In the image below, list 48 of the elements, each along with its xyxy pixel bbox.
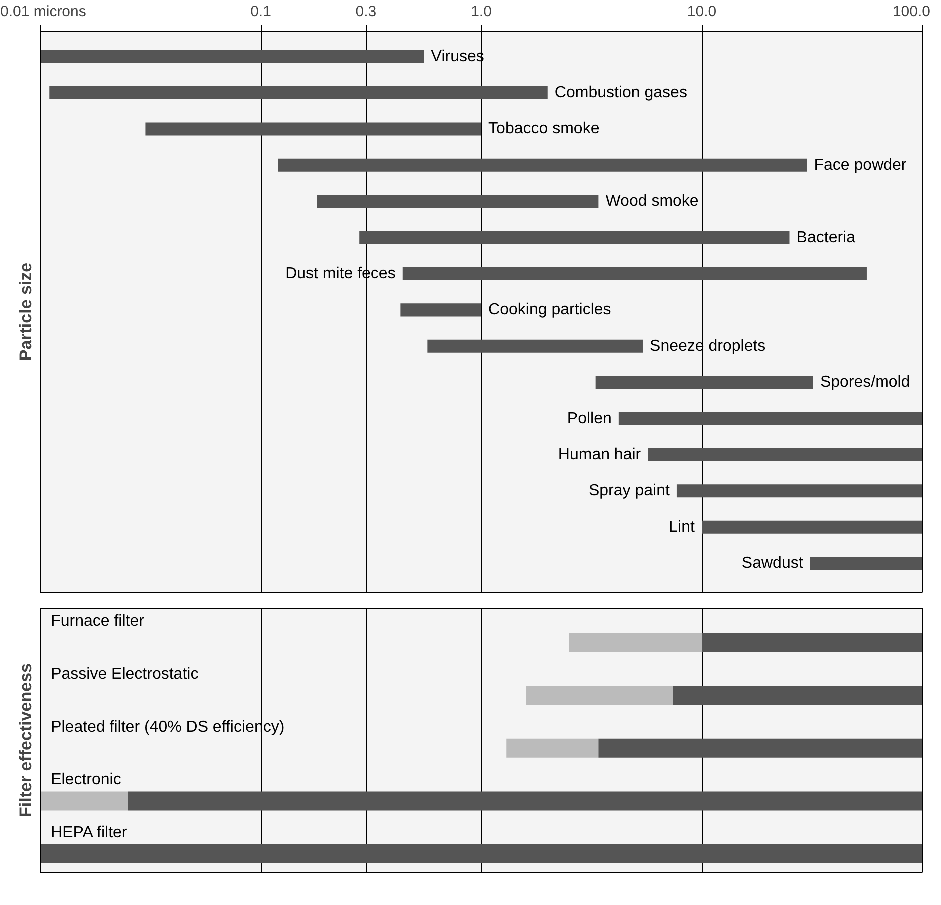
bar [428, 340, 643, 353]
bar [50, 86, 548, 100]
x-tick-label: 0.01 microns [0, 4, 86, 20]
bar [40, 844, 922, 864]
category-label: Electronic [51, 772, 122, 789]
bar [673, 686, 922, 706]
y-tick-label: Tobacco smoke [488, 120, 600, 138]
bar [360, 231, 790, 244]
x-tick-label: 0.1 [250, 4, 272, 20]
bar [676, 484, 922, 498]
y-axis-title: Particle size [16, 262, 36, 362]
y-axis-title: Filter effectiveness [16, 663, 36, 818]
bar [526, 686, 674, 706]
bar [402, 267, 867, 281]
bar [596, 376, 814, 390]
y-tick-label: Face powder [814, 156, 908, 174]
y-tick-label: Spores/mold [820, 374, 910, 392]
x-tick-label: 0.3 [356, 4, 377, 20]
bar [810, 557, 922, 570]
y-tick-label: Human hair [558, 446, 642, 464]
y-tick-label: Bacteria [796, 229, 856, 246]
bar [278, 158, 808, 172]
bar [648, 448, 922, 462]
bar [618, 412, 922, 426]
y-tick-label: Cooking particles [488, 302, 612, 319]
bar [40, 50, 424, 64]
y-tick-label: Pollen [567, 410, 612, 428]
category-label: Furnace filter [51, 613, 144, 630]
bar [400, 304, 482, 317]
bar [702, 520, 922, 534]
bar [146, 122, 482, 136]
bar [569, 633, 702, 652]
bar [506, 738, 599, 758]
category-label: Passive Electrostatic [51, 666, 199, 683]
bar [702, 633, 922, 652]
bar [40, 792, 128, 811]
y-tick-label: Combustion gases [554, 84, 688, 102]
x-tick-label: 100.0 [892, 4, 931, 20]
y-tick-label: Lint [669, 518, 696, 536]
x-tick-label: 1.0 [471, 4, 492, 20]
bar [317, 195, 599, 208]
bar [128, 792, 922, 811]
y-tick-label: Wood smoke [606, 193, 699, 210]
y-tick-label: Sawdust [742, 555, 804, 572]
category-label: HEPA filter [51, 824, 128, 842]
x-tick-label: 10.0 [687, 4, 717, 20]
y-tick-label: Spray paint [588, 482, 670, 500]
bar [598, 738, 922, 758]
